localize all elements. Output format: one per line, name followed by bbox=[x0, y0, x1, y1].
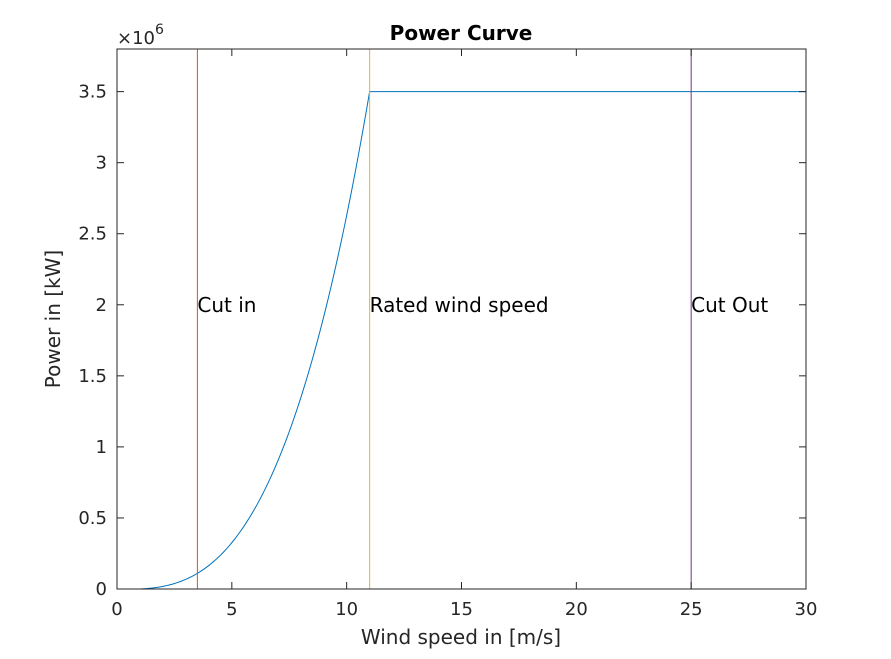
y-exponent-power: 6 bbox=[155, 22, 164, 38]
y-tick-label: 1 bbox=[96, 437, 107, 458]
y-axis-label: Power in [kW] bbox=[41, 250, 65, 388]
x-axis-label: Wind speed in [m/s] bbox=[361, 625, 561, 649]
x-tick-label: 30 bbox=[795, 599, 818, 620]
chart-title: Power Curve bbox=[390, 21, 533, 45]
x-tick-label: 15 bbox=[450, 599, 473, 620]
vertical-lines-layer: Cut in Rated wind speed Cut Out bbox=[196, 49, 768, 589]
y-tick-label: 1.5 bbox=[78, 366, 107, 387]
annotation-cut-in: Cut in bbox=[197, 293, 256, 317]
x-tick-label: 0 bbox=[111, 599, 122, 620]
series-layer bbox=[139, 91, 806, 590]
y-exponent-base: ×10 bbox=[117, 28, 155, 49]
y-tick-label: 0.5 bbox=[78, 508, 107, 529]
y-tick-label: 0 bbox=[96, 579, 107, 600]
x-tick-label: 5 bbox=[226, 599, 237, 620]
y-tick-label: 3 bbox=[96, 153, 107, 174]
axes-background bbox=[117, 49, 806, 589]
y-tick-label: 3.5 bbox=[78, 82, 107, 103]
tick-layer: 0 5 10 15 20 25 30 0 0.5 1 1.5 2 2.5 3 3.5 bbox=[78, 49, 817, 620]
x-tick-label: 20 bbox=[565, 599, 588, 620]
power-curve-line bbox=[139, 91, 806, 590]
x-tick-label: 25 bbox=[680, 599, 703, 620]
y-exponent-label: ×106 bbox=[117, 22, 164, 49]
annotation-rated-wind-speed: Rated wind speed bbox=[370, 293, 549, 317]
x-tick-label: 10 bbox=[335, 599, 358, 620]
y-tick-label: 2 bbox=[96, 295, 107, 316]
annotation-cut-out: Cut Out bbox=[691, 293, 768, 317]
y-tick-label: 2.5 bbox=[78, 224, 107, 245]
